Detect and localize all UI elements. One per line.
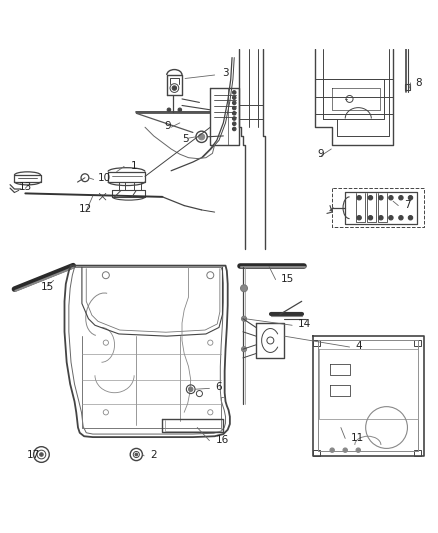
Text: 16: 16 (215, 435, 229, 445)
Text: 8: 8 (415, 78, 421, 88)
Text: 15: 15 (41, 282, 54, 292)
Circle shape (399, 215, 403, 220)
Circle shape (368, 215, 373, 220)
Circle shape (343, 448, 347, 453)
Circle shape (357, 215, 361, 220)
Circle shape (233, 96, 236, 99)
Circle shape (389, 196, 393, 200)
Circle shape (241, 346, 247, 352)
Circle shape (357, 196, 361, 200)
Text: 17: 17 (27, 450, 40, 460)
Text: 6: 6 (215, 383, 222, 392)
Text: 7: 7 (404, 200, 410, 209)
Circle shape (330, 448, 334, 453)
Text: 11: 11 (351, 433, 364, 442)
Circle shape (178, 108, 182, 111)
Circle shape (389, 215, 393, 220)
Circle shape (233, 122, 236, 125)
Text: 15: 15 (281, 273, 294, 284)
Circle shape (167, 108, 171, 111)
Circle shape (233, 111, 236, 115)
Circle shape (408, 196, 413, 200)
Circle shape (172, 86, 177, 90)
Text: 13: 13 (19, 182, 32, 192)
Text: 1: 1 (131, 160, 138, 171)
Circle shape (379, 196, 383, 200)
Text: 4: 4 (355, 341, 362, 351)
Text: 2: 2 (150, 450, 157, 460)
Text: 9: 9 (165, 122, 171, 131)
Text: 3: 3 (223, 68, 229, 78)
Circle shape (368, 196, 373, 200)
Circle shape (233, 101, 236, 104)
Circle shape (379, 215, 383, 220)
Circle shape (40, 453, 43, 456)
Circle shape (233, 107, 236, 110)
Circle shape (241, 316, 247, 321)
Circle shape (356, 448, 360, 453)
Circle shape (135, 453, 138, 456)
Circle shape (233, 117, 236, 120)
Text: 12: 12 (79, 204, 92, 214)
Text: 9: 9 (317, 149, 324, 159)
Circle shape (240, 285, 247, 292)
Circle shape (399, 196, 403, 200)
Circle shape (408, 215, 413, 220)
Circle shape (233, 127, 236, 131)
Circle shape (188, 387, 193, 391)
Text: 10: 10 (98, 173, 111, 183)
Circle shape (233, 91, 236, 94)
Text: 14: 14 (298, 319, 311, 329)
Circle shape (198, 134, 205, 140)
Text: 5: 5 (182, 134, 189, 144)
